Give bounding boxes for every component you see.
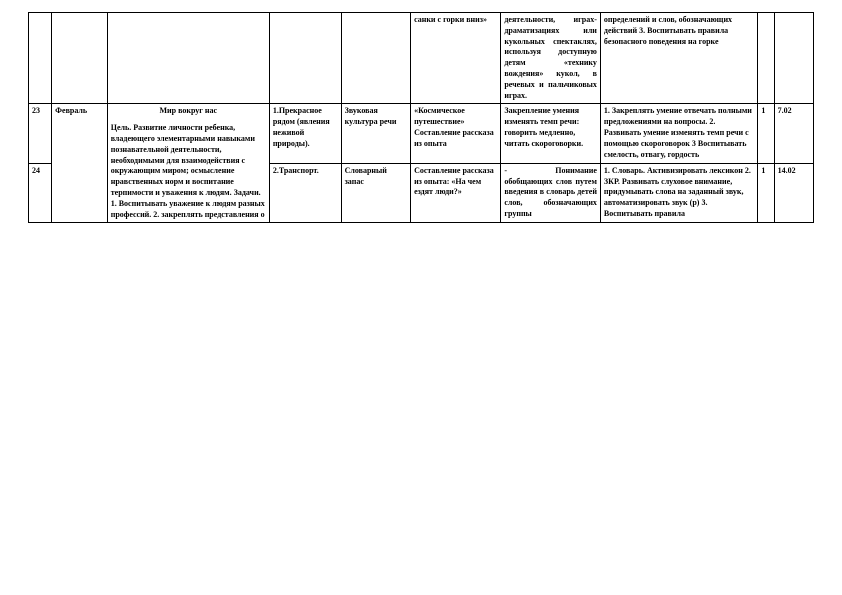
cell-month [52,13,108,104]
cell-activity: «Космическое путешествие» Составление ра… [411,104,501,163]
cell-theme [107,13,269,104]
table-row: санки с горки вниз» деятельности, играх-… [29,13,814,104]
cell-theme: Мир вокруг нас Цель. Развитие личности р… [107,104,269,223]
cell-num: 24 [29,163,52,222]
cell-hours: 1 [758,104,774,163]
cell-content: - Понимание обобщающих слов путем введен… [501,163,601,222]
cell-activity: санки с горки вниз» [411,13,501,104]
cell-month: Февраль [52,104,108,223]
cell-date: 7.02 [774,104,813,163]
theme-body: Цель. Развитие личности ребенка, владеющ… [111,123,265,218]
table-row: 23 Февраль Мир вокруг нас Цель. Развитие… [29,104,814,163]
cell-num [29,13,52,104]
cell-date [774,13,813,104]
cell-date: 14.02 [774,163,813,222]
cell-tasks: определений и слов, обозначающих действи… [600,13,757,104]
curriculum-table: санки с горки вниз» деятельности, играх-… [28,12,814,223]
page: санки с горки вниз» деятельности, играх-… [0,0,842,243]
cell-topic: 2.Транспорт. [269,163,341,222]
cell-content: деятельности, играх-драматизациях или ку… [501,13,601,104]
cell-topic [269,13,341,104]
cell-hours [758,13,774,104]
cell-tasks: 1. Словарь. Активизировать лексикон 2. З… [600,163,757,222]
cell-content: Закрепление умения изменять темп речи: г… [501,104,601,163]
cell-activity: Составление рассказа из опыта: «На чем е… [411,163,501,222]
cell-topic: 1.Прекрасное рядом (явления неживой прир… [269,104,341,163]
cell-hours: 1 [758,163,774,222]
cell-area: Звуковая культура речи [341,104,410,163]
cell-area [341,13,410,104]
theme-title: Мир вокруг нас [111,106,266,117]
cell-tasks: 1. Закреплять умение отвечать полными пр… [600,104,757,163]
cell-num: 23 [29,104,52,163]
cell-area: Словарный запас [341,163,410,222]
